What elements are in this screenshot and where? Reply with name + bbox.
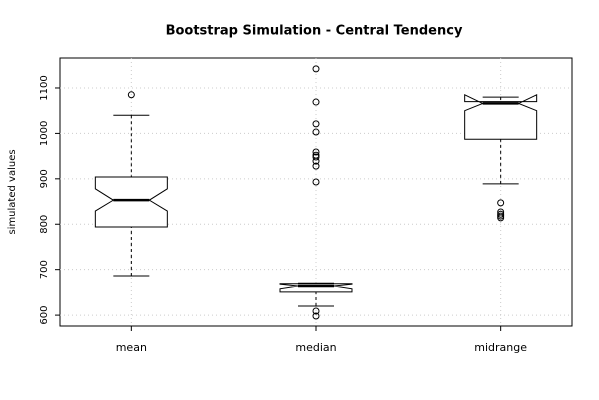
outlier xyxy=(312,120,320,128)
y-tick-label: 800 xyxy=(39,215,50,234)
box xyxy=(464,93,538,140)
box xyxy=(94,176,168,228)
outlier xyxy=(312,307,320,315)
outlier xyxy=(312,148,320,156)
y-axis-label: simulated values xyxy=(7,149,18,234)
outlier xyxy=(312,65,320,73)
outlier xyxy=(312,153,320,161)
y-tick-label: 900 xyxy=(39,169,50,188)
outlier xyxy=(312,157,320,165)
outlier xyxy=(312,128,320,136)
outlier xyxy=(312,312,320,320)
outlier xyxy=(497,199,505,207)
outlier xyxy=(497,212,505,220)
outlier xyxy=(312,98,320,106)
y-tick-label: 700 xyxy=(39,260,50,279)
y-tick-label: 600 xyxy=(39,306,50,325)
chart-title: Bootstrap Simulation - Central Tendency xyxy=(166,24,463,39)
y-tick-label: 1000 xyxy=(39,121,50,146)
y-tick-label: 1100 xyxy=(39,75,50,100)
outlier xyxy=(497,210,505,218)
outlier xyxy=(312,162,320,170)
outlier xyxy=(127,91,135,99)
x-tick-label: midrange xyxy=(474,341,527,354)
x-tick-label: median xyxy=(295,341,336,354)
outlier xyxy=(497,214,505,222)
x-tick-label: mean xyxy=(116,341,147,354)
outlier xyxy=(312,178,320,186)
